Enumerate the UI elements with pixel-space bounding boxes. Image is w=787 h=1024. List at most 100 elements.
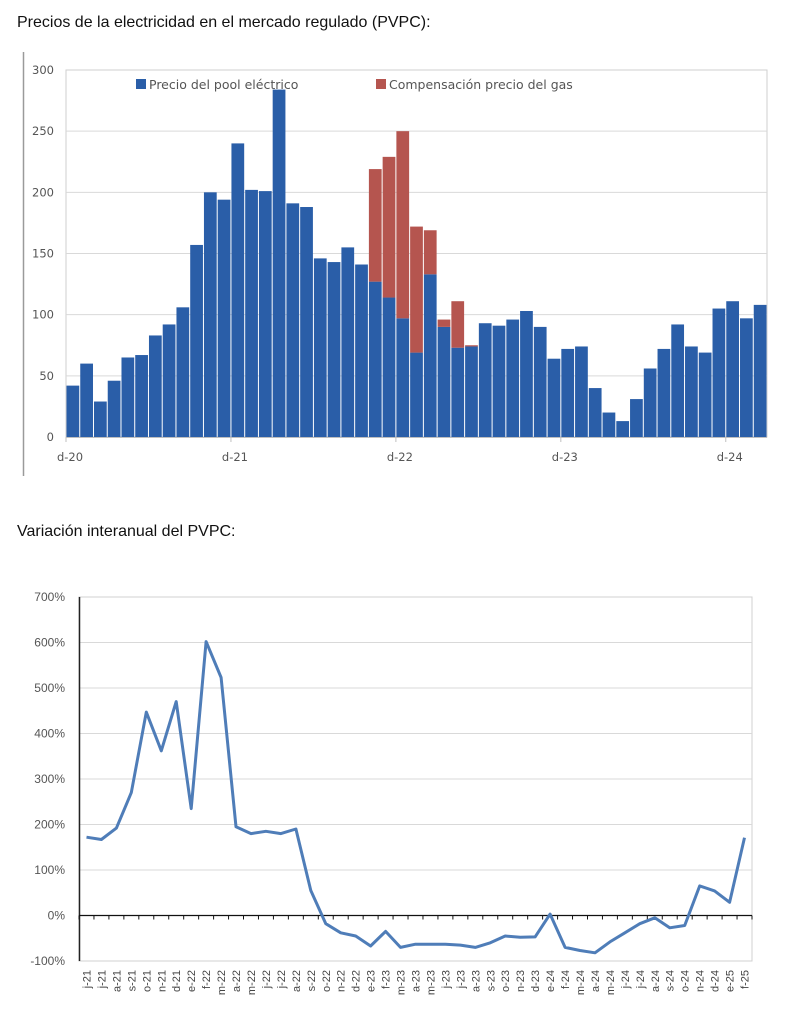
chart2-xtick-label: o-23: [500, 970, 512, 992]
chart2-xtick-label: j-23: [440, 970, 452, 989]
pool-price-bar: [148, 335, 162, 437]
pool-price-bar: [575, 346, 588, 437]
legend-swatch-gas: [376, 79, 386, 89]
chart2-xtick-label: f-23: [381, 970, 393, 989]
pool-price-bar: [685, 346, 698, 437]
chart2-xtick-label: e-22: [186, 970, 198, 992]
chart1-xtick-label: d-23: [552, 450, 578, 464]
pool-price-bar: [630, 399, 643, 437]
pool-price-bar: [286, 203, 300, 437]
pool-price-bar: [437, 326, 451, 437]
pool-price-bar: [602, 412, 616, 437]
pool-price-bar: [561, 348, 575, 437]
chart2-xtick-label: j-24: [620, 970, 632, 989]
chart2-xtick-label: n-22: [336, 970, 348, 992]
pool-price-bar: [93, 401, 107, 437]
chart2-xtick-label: n-24: [695, 970, 707, 992]
pool-price-bar: [616, 421, 630, 437]
chart2-xtick-label: a-22: [231, 970, 243, 992]
chart2-ytick-label: 600%: [34, 636, 65, 650]
pool-price-bar: [341, 247, 355, 437]
pool-price-bar: [506, 319, 520, 437]
pool-price-bar: [465, 346, 478, 437]
pool-price-bar: [203, 192, 217, 437]
chart2-xtick-label: e-23: [366, 970, 378, 992]
legend-label-gas: Compensación precio del gas: [389, 77, 573, 92]
chart2-xtick-label: f-22: [201, 970, 213, 989]
chart2-ytick-label: 100%: [34, 863, 65, 877]
pool-price-bar: [533, 326, 547, 437]
chart2-xtick-label: m-22: [246, 970, 258, 995]
chart2-xtick-label: j-21: [96, 970, 108, 989]
yoy-series-line: [86, 640, 746, 955]
chart2-xtick-label: m-23: [396, 970, 408, 995]
chart2-xtick-label: s-22: [306, 970, 318, 991]
chart2-xtick-label: o-24: [680, 970, 692, 992]
chart2-xtick-label: s-24: [665, 970, 677, 991]
chart2-xtick-label: o-21: [141, 970, 153, 992]
chart1-ytick-label: 300: [32, 63, 54, 77]
pool-price-bar: [396, 318, 410, 437]
pool-price-bar: [423, 274, 437, 437]
pool-price-bar: [107, 380, 121, 437]
chart2-xtick-label: d-24: [710, 970, 722, 992]
chart1-ytick-label: 200: [32, 185, 54, 199]
chart1-ytick-label: 50: [39, 369, 54, 383]
chart2-xtick-label: j-22: [276, 970, 288, 989]
pool-price-bar: [478, 323, 492, 437]
chart2-xtick-label: s-21: [126, 970, 138, 991]
pool-price-bar: [492, 325, 506, 437]
pool-price-bar: [231, 143, 245, 437]
pool-price-bar: [451, 347, 465, 437]
chart2-ytick-label: 700%: [34, 590, 65, 604]
pool-price-bar: [588, 388, 602, 437]
pool-price-bar: [657, 348, 671, 437]
chart2-xtick-label: a-21: [111, 970, 123, 992]
chart1-legend: Precio del pool eléctrico Compensación p…: [136, 77, 573, 92]
pool-price-bar: [190, 244, 203, 437]
pool-price-bar: [272, 89, 286, 437]
pool-price-bar: [66, 385, 80, 437]
chart2-xtick-label: o-22: [321, 970, 333, 992]
chart1-ytick-label: 100: [32, 308, 54, 322]
pool-price-bar: [176, 307, 190, 437]
pool-price-bar: [520, 310, 533, 437]
chart2-xtick-label: f-25: [740, 970, 752, 989]
chart1-title: Precios de la electricidad en el mercado…: [17, 14, 431, 31]
pool-price-bar: [300, 207, 313, 437]
chart2-xtick-label: j-23: [455, 970, 467, 989]
pool-price-bar: [410, 352, 423, 437]
pool-price-bar: [121, 357, 135, 437]
chart2-xtick-label: a-23: [470, 970, 482, 992]
pool-price-bar: [712, 308, 726, 437]
legend-label-pool: Precio del pool eléctrico: [149, 77, 298, 92]
chart2-xtick-label: n-23: [515, 970, 527, 992]
pool-price-bar: [313, 258, 327, 437]
chart2-xtick-label: d-23: [530, 970, 542, 992]
chart2-ytick-label: 400%: [34, 727, 65, 741]
pool-price-bar: [547, 358, 561, 437]
chart2-xtick-label: e-25: [725, 970, 737, 992]
gas-compensation-bar: [396, 131, 410, 319]
chart1-xtick-label: d-21: [222, 450, 248, 464]
gas-compensation-bar: [382, 156, 396, 298]
chart2-ytick-label: 500%: [34, 681, 65, 695]
legend-swatch-pool: [136, 79, 146, 89]
pool-price-bar: [162, 324, 176, 437]
pool-price-bar: [726, 301, 740, 437]
chart2-xtick-label: a-24: [590, 970, 602, 992]
pool-price-bar: [753, 304, 767, 437]
chart1-xtick-label: d-20: [57, 450, 83, 464]
pool-price-bar: [382, 297, 396, 437]
chart2-xtick-label: m-23: [425, 970, 437, 995]
chart1-xtick-label: d-22: [387, 450, 413, 464]
chart2-xtick-label: s-23: [485, 970, 497, 991]
pool-price-bar: [258, 191, 272, 437]
gas-compensation-bar: [465, 345, 478, 347]
pool-price-bar: [355, 264, 368, 437]
chart2-xtick-label: m-24: [605, 970, 617, 995]
chart2-xtick-label: m-22: [216, 970, 228, 995]
chart2-xtick-label: a-22: [291, 970, 303, 992]
gas-compensation-bar: [368, 169, 382, 282]
chart1-xtick-label: d-24: [717, 450, 743, 464]
